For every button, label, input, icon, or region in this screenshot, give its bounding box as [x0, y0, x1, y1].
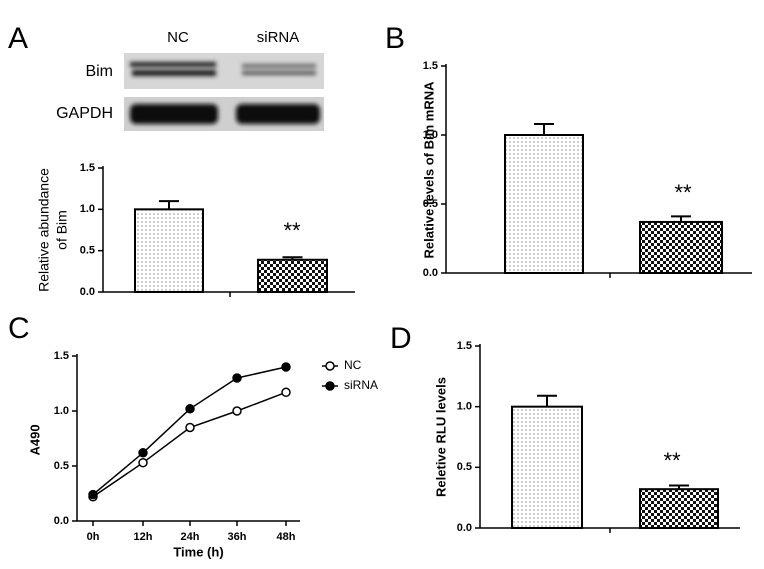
x-tick-label: 12h: [134, 531, 153, 543]
significance: **: [674, 180, 692, 205]
x-axis-label: Time (h): [173, 544, 223, 559]
bar: [134, 208, 204, 293]
point: [232, 373, 242, 383]
panel-letter: B: [385, 22, 405, 55]
y-axis-label: Relative levels of Bim mRNA: [421, 81, 436, 259]
y-tick-label: 0.5: [457, 461, 472, 473]
point: [88, 489, 98, 500]
y-axis-label: of Bim: [54, 210, 70, 250]
bar: [257, 258, 328, 294]
x-tick-label: 48h: [277, 531, 296, 543]
y-tick-label: 0.0: [423, 267, 438, 279]
y-axis-label: A490: [27, 424, 42, 455]
y-tick-label: 0.5: [54, 460, 69, 472]
y-tick-label: 1.5: [457, 340, 472, 352]
x-tick-label: 36h: [228, 531, 247, 543]
blot-lane-label: siRNA: [257, 29, 300, 46]
legend-label: siRNA: [344, 378, 378, 392]
y-tick-label: 1.0: [423, 129, 438, 141]
legend-marker: [325, 381, 335, 391]
bar: [639, 488, 719, 530]
bar: [504, 134, 584, 274]
point: [185, 422, 195, 433]
y-tick-label: 1.5: [80, 162, 95, 174]
significance: **: [663, 448, 681, 473]
y-tick-label: 1.0: [54, 405, 69, 417]
y-tick-label: 0.0: [457, 522, 472, 534]
y-axis-label: Relative abundance: [36, 168, 52, 292]
significance: **: [283, 218, 301, 243]
y-tick-label: 1.5: [54, 350, 69, 362]
western-blot: [124, 53, 324, 131]
y-axis-label: Reletive RLU levels: [433, 377, 448, 497]
panel-letter: A: [8, 22, 28, 55]
blot-row-label: Bim: [85, 63, 113, 80]
y-tick-label: 0.0: [54, 515, 69, 527]
y-tick-label: 1.5: [423, 60, 438, 72]
bar: [639, 220, 723, 275]
blot-lane-label: NC: [167, 29, 189, 46]
legend-label: NC: [344, 358, 362, 372]
panel-letter: D: [390, 322, 412, 355]
panel-letter: C: [8, 312, 30, 345]
point: [232, 406, 242, 416]
x-tick-label: 0h: [87, 531, 100, 543]
y-tick-label: 0.5: [423, 198, 438, 210]
point: [281, 362, 291, 372]
point: [281, 387, 291, 398]
y-tick-label: 1.0: [457, 401, 472, 413]
gapdh-bands: [130, 104, 320, 124]
point: [138, 457, 148, 468]
point: [138, 448, 148, 458]
bar: [511, 405, 583, 529]
y-tick-label: 0.5: [80, 245, 95, 257]
y-tick-label: 0.0: [80, 286, 95, 298]
legend-marker: [325, 361, 335, 371]
x-tick-label: 24h: [181, 531, 200, 543]
bim-bands: [130, 62, 316, 76]
y-tick-label: 1.0: [80, 203, 95, 215]
blot-row-label: GAPDH: [56, 105, 113, 122]
point: [185, 404, 195, 414]
